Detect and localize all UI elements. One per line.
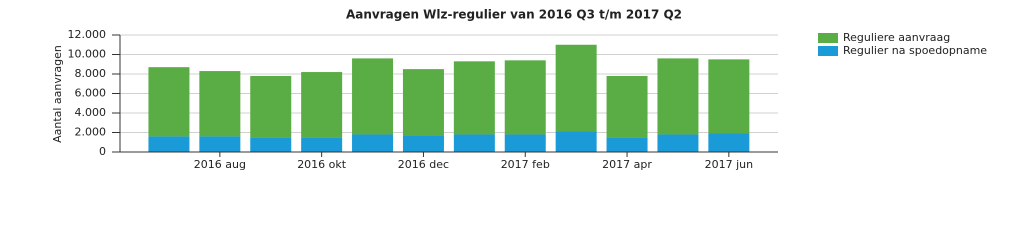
legend-label: Regulier na spoedopname xyxy=(843,44,987,57)
legend-label: Reguliere aanvraag xyxy=(843,31,950,44)
bar-segment xyxy=(555,131,597,152)
bar-segment xyxy=(148,136,190,152)
y-tick-label: 10.000 xyxy=(68,48,107,61)
bar-segment xyxy=(402,69,444,136)
bar-segment xyxy=(504,60,546,135)
bar-segment xyxy=(708,59,750,134)
x-tick-label: 2017 feb xyxy=(501,158,550,171)
x-tick-label: 2017 apr xyxy=(602,158,652,171)
bar-segment xyxy=(148,67,190,137)
chart: Aanvragen Wlz-regulier van 2016 Q3 t/m 2… xyxy=(51,8,987,172)
x-tick-label: 2016 aug xyxy=(194,158,246,171)
legend-swatch xyxy=(818,33,838,43)
bar-segment xyxy=(504,134,546,152)
x-tick-label: 2016 dec xyxy=(398,158,449,171)
legend-swatch xyxy=(818,46,838,56)
y-tick-label: 8.000 xyxy=(75,67,107,80)
bar-segment xyxy=(606,75,648,138)
bar-segment xyxy=(453,134,495,152)
bar-segment xyxy=(657,58,699,135)
x-tick-label: 2016 okt xyxy=(297,158,347,171)
y-axis-title: Aantal aanvragen xyxy=(51,45,64,143)
bar-segment xyxy=(453,61,495,135)
chart-title: Aanvragen Wlz-regulier van 2016 Q3 t/m 2… xyxy=(346,8,682,22)
bar-segment xyxy=(402,135,444,152)
y-tick-label: 6.000 xyxy=(75,87,107,100)
bar-segment xyxy=(301,137,343,152)
bar-segment xyxy=(250,75,292,138)
bar-segment xyxy=(708,133,750,152)
bar-segment xyxy=(250,137,292,152)
y-tick-label: 2.000 xyxy=(75,126,107,139)
y-tick-label: 0 xyxy=(99,145,106,158)
y-tick-label: 12.000 xyxy=(68,28,107,41)
x-tick-label: 2017 jun xyxy=(705,158,754,171)
bar-segment xyxy=(199,71,241,137)
bar-segment xyxy=(352,134,394,152)
bar-segment xyxy=(301,72,343,138)
bar-segment xyxy=(555,44,597,132)
bar-segment xyxy=(606,137,648,152)
bar-segment xyxy=(352,58,394,135)
bar-segment xyxy=(657,134,699,152)
bar-segment xyxy=(199,136,241,152)
y-tick-label: 4.000 xyxy=(75,106,107,119)
